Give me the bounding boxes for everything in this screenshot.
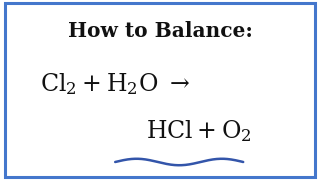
Text: $\mathdefault{Cl_2 + H_2O\ \rightarrow}$: $\mathdefault{Cl_2 + H_2O\ \rightarrow}$ bbox=[40, 71, 190, 97]
FancyBboxPatch shape bbox=[5, 3, 315, 177]
Text: How to Balance:: How to Balance: bbox=[68, 21, 252, 41]
Text: $\mathdefault{HCl + O_2}$: $\mathdefault{HCl + O_2}$ bbox=[146, 118, 251, 144]
